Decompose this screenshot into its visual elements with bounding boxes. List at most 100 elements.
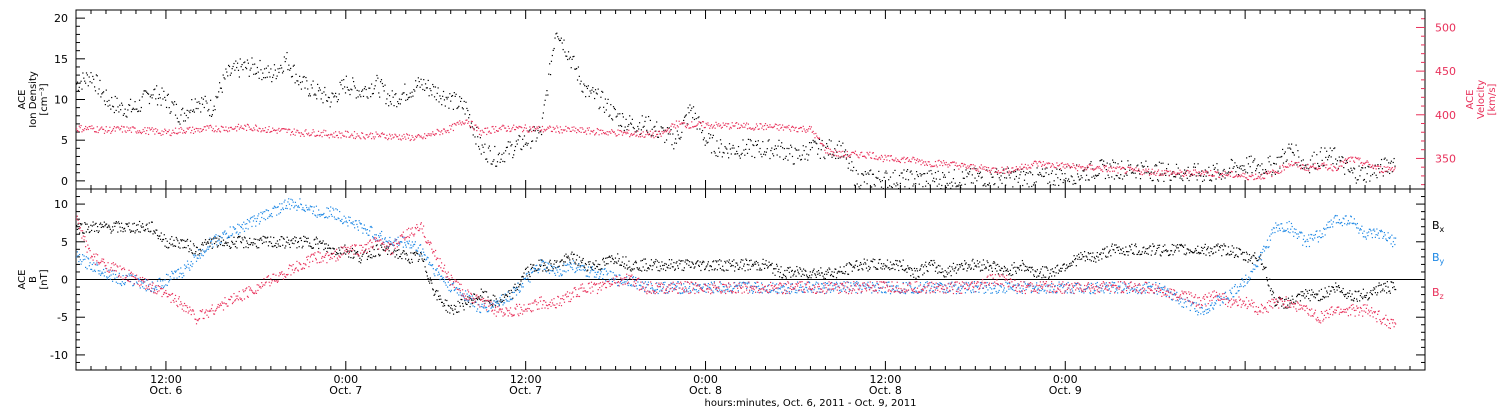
b-point <box>164 285 165 286</box>
velocity-point <box>699 122 700 123</box>
density-point <box>749 149 750 150</box>
density-point <box>976 180 977 181</box>
b-point <box>109 276 110 277</box>
density-point <box>93 79 94 80</box>
b-point <box>143 288 144 289</box>
b-point <box>851 265 852 266</box>
density-point <box>486 158 487 159</box>
velocity-point <box>1223 176 1224 177</box>
b-point <box>932 264 933 265</box>
b-point <box>134 232 135 233</box>
density-point <box>779 156 780 157</box>
density-point <box>1086 175 1087 176</box>
density-point <box>1051 173 1052 174</box>
b-point <box>856 260 857 261</box>
b-point <box>165 284 166 285</box>
velocity-point <box>584 132 585 133</box>
velocity-point <box>976 170 977 171</box>
b-point <box>128 226 129 227</box>
density-point <box>1346 160 1347 161</box>
b-point <box>698 265 699 266</box>
b-point <box>1189 252 1190 253</box>
density-point <box>768 139 769 140</box>
b-point <box>1033 274 1034 275</box>
b-point <box>424 259 425 260</box>
density-point <box>805 146 806 147</box>
b-point <box>1018 267 1019 268</box>
density-point <box>393 105 394 106</box>
b-point <box>311 246 312 247</box>
velocity-point <box>722 127 723 128</box>
b-point <box>89 231 90 232</box>
b-point <box>920 268 921 269</box>
b-point <box>1343 294 1344 295</box>
density-point <box>223 77 224 78</box>
velocity-point <box>388 138 389 139</box>
b-point <box>84 259 85 260</box>
velocity-point <box>1369 164 1370 165</box>
density-point <box>857 183 858 184</box>
density-point <box>1242 170 1243 171</box>
b-point <box>398 249 399 250</box>
velocity-point <box>374 138 375 139</box>
density-point <box>697 128 698 129</box>
b-point <box>1026 270 1027 271</box>
b-point <box>976 266 977 267</box>
b-point <box>768 262 769 263</box>
density-point <box>219 82 220 83</box>
b-point <box>402 252 403 253</box>
b-point <box>182 239 183 240</box>
velocity-point <box>725 123 726 124</box>
b-point <box>572 258 573 259</box>
velocity-point <box>227 131 228 132</box>
density-point <box>1270 164 1271 165</box>
b-point <box>612 258 613 259</box>
b-point <box>553 268 554 269</box>
density-point <box>762 141 763 142</box>
density-point <box>1101 159 1102 160</box>
b-point <box>817 274 818 275</box>
b-point <box>227 245 228 246</box>
velocity-point <box>1041 166 1042 167</box>
b-point <box>654 263 655 264</box>
density-point <box>277 68 278 69</box>
velocity-point <box>325 130 326 131</box>
velocity-point <box>428 133 429 134</box>
density-point <box>959 182 960 183</box>
velocity-point <box>350 135 351 136</box>
velocity-point <box>552 131 553 132</box>
b-point <box>1137 254 1138 255</box>
b-point <box>287 242 288 243</box>
velocity-point <box>840 151 841 152</box>
b-point <box>356 252 357 253</box>
density-point <box>1157 179 1158 180</box>
density-point <box>947 183 948 184</box>
velocity-point <box>402 136 403 137</box>
b-point <box>589 264 590 265</box>
velocity-point <box>670 126 671 127</box>
b-point <box>667 267 668 268</box>
velocity-point <box>398 139 399 140</box>
b-point <box>463 309 464 310</box>
b-point <box>1094 257 1095 258</box>
velocity-point <box>1021 164 1022 165</box>
velocity-point <box>197 130 198 131</box>
velocity-point <box>141 133 142 134</box>
b-point <box>154 231 155 232</box>
b-point <box>1240 249 1241 250</box>
b-point <box>625 267 626 268</box>
b-point <box>1244 252 1245 253</box>
velocity-point <box>803 126 804 127</box>
density-point <box>886 173 887 174</box>
b-point <box>577 265 578 266</box>
velocity-point <box>157 129 158 130</box>
b-point <box>765 260 766 261</box>
velocity-point <box>493 128 494 129</box>
b-point <box>1310 294 1311 295</box>
velocity-point <box>440 131 441 132</box>
velocity-point <box>96 131 97 132</box>
density-point <box>311 84 312 85</box>
b-point <box>861 264 862 265</box>
velocity-point <box>264 130 265 131</box>
velocity-point <box>1349 161 1350 162</box>
